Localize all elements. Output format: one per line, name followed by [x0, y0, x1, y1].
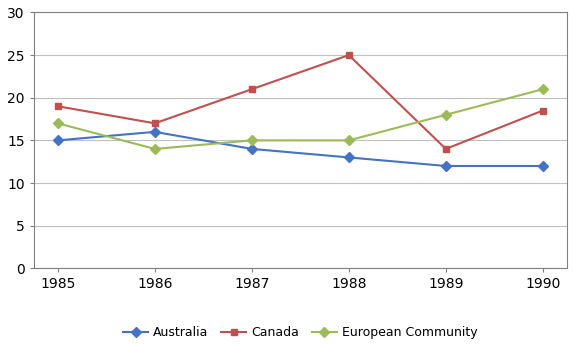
European Community [152, 147, 158, 151]
European Community [540, 87, 546, 91]
Canada [540, 108, 546, 112]
Australia [55, 138, 61, 142]
European Community [346, 138, 352, 142]
European Community [55, 121, 61, 125]
Canada [152, 121, 158, 125]
Australia [540, 164, 546, 168]
Canada [443, 147, 449, 151]
Canada [249, 87, 255, 91]
Australia [443, 164, 449, 168]
Australia [346, 155, 352, 160]
Canada [55, 104, 61, 108]
European Community [249, 138, 255, 142]
Line: Canada: Canada [55, 52, 546, 152]
Line: Australia: Australia [55, 128, 546, 170]
Australia [249, 147, 255, 151]
Legend: Australia, Canada, European Community: Australia, Canada, European Community [118, 321, 482, 344]
Canada [346, 53, 352, 57]
Australia [152, 130, 158, 134]
European Community [443, 113, 449, 117]
Line: European Community: European Community [55, 86, 546, 152]
